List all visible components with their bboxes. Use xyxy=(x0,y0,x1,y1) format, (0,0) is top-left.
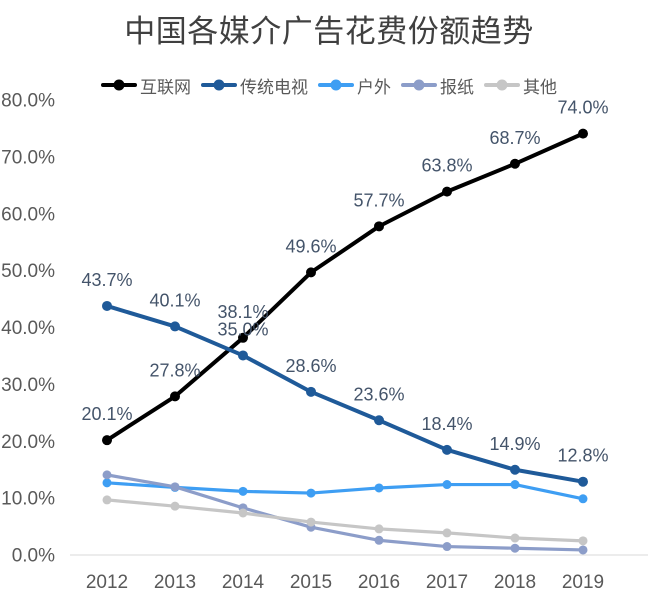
series-line-outdoor xyxy=(105,481,585,501)
series-point-internet xyxy=(374,221,384,232)
series-point-newspaper xyxy=(170,482,180,492)
series-point-other xyxy=(442,528,452,538)
chart-title: 中国各媒介广告花费份额趋势 xyxy=(124,14,534,49)
legend-dot-newspaper-icon xyxy=(413,79,425,91)
series-point-other xyxy=(374,524,384,534)
series-point-newspaper xyxy=(510,543,520,553)
legend-marker-newspaper-icon xyxy=(401,79,437,91)
series-line-internet xyxy=(105,131,585,443)
data-label-internet: 20.1% xyxy=(81,404,132,424)
series-point-traditional-tv xyxy=(578,476,588,487)
series-point-traditional-tv xyxy=(238,350,248,361)
x-tick-label: 2015 xyxy=(290,572,332,593)
series-point-outdoor xyxy=(442,480,452,490)
legend-label-newspaper: 报纸 xyxy=(440,77,474,97)
series-point-internet xyxy=(510,158,520,169)
legend-item-outdoor: 户外 xyxy=(318,73,391,98)
y-tick-label: 80.0% xyxy=(1,91,55,112)
legend-marker-traditional-tv-icon xyxy=(201,79,237,91)
legend-dot-outdoor-icon xyxy=(330,79,342,91)
legend-label-outdoor: 户外 xyxy=(357,77,391,97)
series-line-newspaper xyxy=(105,473,585,552)
series-point-traditional-tv xyxy=(170,321,180,332)
series-point-outdoor xyxy=(306,488,316,498)
series-point-other xyxy=(578,536,588,546)
series-line-other xyxy=(105,498,585,543)
series-point-internet xyxy=(102,435,112,446)
data-label-internet: 63.8% xyxy=(421,156,472,176)
series-point-outdoor xyxy=(578,494,588,504)
y-tick-label: 20.0% xyxy=(1,432,55,453)
data-label-internet: 57.7% xyxy=(353,190,404,210)
x-tick-label: 2019 xyxy=(562,572,604,593)
series-point-outdoor xyxy=(510,480,520,490)
series-point-other xyxy=(170,501,180,511)
legend-dot-internet-icon xyxy=(113,79,125,91)
data-label-traditional-tv: 40.1% xyxy=(149,290,200,310)
series-point-internet xyxy=(578,128,588,139)
legend-label-internet: 互联网 xyxy=(140,77,191,97)
series-point-outdoor xyxy=(238,486,248,496)
series-point-traditional-tv xyxy=(374,415,384,426)
data-label-internet: 49.6% xyxy=(285,236,336,256)
legend-item-newspaper: 报纸 xyxy=(401,73,474,98)
series-point-internet xyxy=(238,332,248,343)
legend-item-other: 其他 xyxy=(484,73,557,98)
x-tick-label: 2014 xyxy=(222,572,265,593)
data-label-traditional-tv: 12.8% xyxy=(557,446,608,466)
x-tick-label: 2012 xyxy=(86,572,128,593)
legend-label-traditional-tv: 传统电视 xyxy=(240,77,308,97)
legend-dot-other-icon xyxy=(496,79,508,91)
y-tick-label: 50.0% xyxy=(1,261,55,282)
series-point-outdoor xyxy=(102,478,112,488)
data-label-internet: 38.1% xyxy=(217,302,268,322)
y-tick-label: 40.0% xyxy=(1,318,55,339)
series-point-other xyxy=(510,533,520,543)
series-point-outdoor xyxy=(374,483,384,493)
series-point-other xyxy=(238,508,248,518)
y-tick-label: 70.0% xyxy=(1,147,55,168)
legend-item-internet: 互联网 xyxy=(101,73,191,98)
data-label-traditional-tv: 35.0% xyxy=(217,319,268,339)
series-point-traditional-tv xyxy=(306,386,316,397)
x-tick-label: 2013 xyxy=(154,572,196,593)
series-point-newspaper xyxy=(442,542,452,552)
x-tick-label: 2017 xyxy=(426,572,468,593)
series-point-newspaper xyxy=(578,545,588,555)
series-point-internet xyxy=(306,267,316,278)
data-label-traditional-tv: 28.6% xyxy=(285,356,336,376)
y-tick-label: 0.0% xyxy=(12,546,55,567)
data-label-traditional-tv: 14.9% xyxy=(489,434,540,454)
series-point-newspaper xyxy=(374,535,384,545)
y-tick-label: 60.0% xyxy=(1,204,55,225)
legend-marker-other-icon xyxy=(484,79,520,91)
legend-item-traditional-tv: 传统电视 xyxy=(201,73,308,98)
legend-dot-traditional-tv-icon xyxy=(213,79,225,91)
x-tick-label: 2018 xyxy=(494,572,536,593)
legend: 互联网 传统电视 户外 报纸 其他 xyxy=(0,71,658,99)
data-label-traditional-tv: 43.7% xyxy=(81,270,132,290)
series-point-newspaper xyxy=(102,470,112,480)
series-point-traditional-tv xyxy=(442,444,452,455)
data-label-traditional-tv: 18.4% xyxy=(421,414,472,434)
data-label-internet: 68.7% xyxy=(489,128,540,148)
series-point-other xyxy=(306,517,316,527)
series-point-other xyxy=(102,495,112,505)
data-label-internet: 27.8% xyxy=(149,360,200,380)
series-point-traditional-tv xyxy=(510,464,520,475)
y-tick-label: 10.0% xyxy=(1,489,55,510)
series-point-internet xyxy=(442,186,452,197)
data-label-internet: 74.0% xyxy=(557,98,608,118)
legend-marker-internet-icon xyxy=(101,79,137,91)
legend-marker-outdoor-icon xyxy=(318,79,354,91)
series-point-traditional-tv xyxy=(102,300,112,311)
y-tick-label: 30.0% xyxy=(1,375,55,396)
series-line-traditional-tv xyxy=(105,303,585,484)
legend-label-other: 其他 xyxy=(523,77,557,97)
x-tick-label: 2016 xyxy=(358,572,400,593)
series-point-internet xyxy=(170,391,180,402)
data-label-traditional-tv: 23.6% xyxy=(353,384,404,404)
